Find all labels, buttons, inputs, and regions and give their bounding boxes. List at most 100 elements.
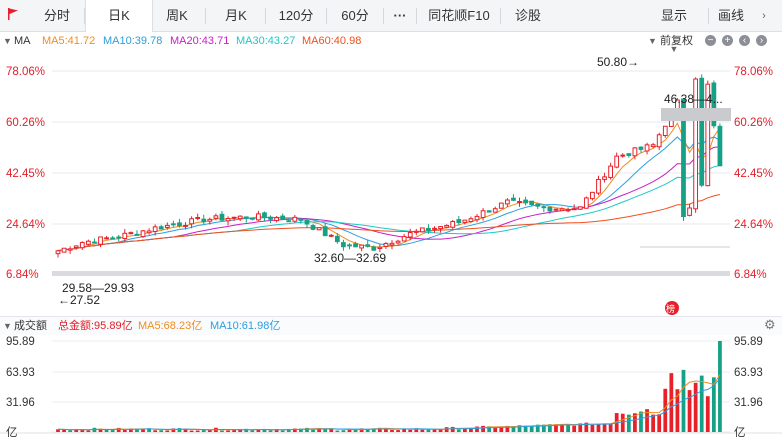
volume-indicator-name: 成交额 xyxy=(14,320,47,332)
volume-bar xyxy=(353,429,358,432)
candle-body xyxy=(116,236,122,239)
volume-bar xyxy=(244,428,249,432)
volume-bar xyxy=(122,429,127,432)
volume-ma10-line xyxy=(57,378,721,431)
price-axis-left-label: 60.26% xyxy=(6,117,45,129)
candle-body xyxy=(468,218,474,222)
ma20-line xyxy=(57,146,720,252)
volume-bar xyxy=(590,424,595,432)
price-axis-left-label: 42.45% xyxy=(6,168,45,180)
volume-bar xyxy=(159,430,164,432)
candle-body xyxy=(79,242,85,249)
volume-bar xyxy=(317,428,322,432)
candle-body xyxy=(292,216,298,222)
diagnose-button[interactable]: 诊股 xyxy=(514,8,541,23)
volume-bar xyxy=(432,429,437,432)
more-periods-button[interactable]: ··· xyxy=(393,8,407,23)
collapse-icon[interactable]: ▼ xyxy=(3,321,12,331)
candle-body xyxy=(407,232,413,238)
volume-bar xyxy=(286,428,291,432)
volume-bar xyxy=(92,427,97,432)
candle-body xyxy=(596,178,601,194)
volume-bar xyxy=(165,430,170,432)
candle-body xyxy=(426,227,431,231)
zoom-out-icon[interactable]: − xyxy=(705,35,716,46)
volume-bar xyxy=(705,396,710,432)
period-toolbar: 分时 日K 周K 月K 120分 60分 ··· 同花顺F10 诊股 显示 ▼ … xyxy=(0,0,782,54)
candle-body xyxy=(322,226,328,237)
tab-intraday[interactable]: 分时 xyxy=(43,8,70,23)
candle-body xyxy=(110,237,116,240)
volume-bar xyxy=(505,425,510,432)
high-annotation: 50.80→ xyxy=(597,55,639,69)
volume-bar xyxy=(141,429,145,432)
display-menu[interactable]: 显示 ▼ xyxy=(656,0,692,54)
tab-60min[interactable]: 60分 xyxy=(341,8,369,23)
candle-body xyxy=(341,242,346,248)
candle-body xyxy=(140,230,146,238)
candle-body xyxy=(92,241,97,244)
candle-body xyxy=(219,213,225,221)
candle-body xyxy=(67,248,73,251)
volume-bar xyxy=(177,428,182,432)
volume-bar xyxy=(359,428,364,432)
display-label: 显示 xyxy=(660,8,687,23)
collapse-icon[interactable]: ▼ xyxy=(3,36,12,46)
adjust-dropdown-icon[interactable]: ▼ xyxy=(648,36,657,46)
volume-bar xyxy=(469,428,473,432)
tab-monthly-k[interactable]: 月K xyxy=(225,8,247,23)
f10-button[interactable]: 同花顺F10 xyxy=(428,8,490,23)
volume-bar xyxy=(311,429,315,432)
price-axis-right-label: 42.45% xyxy=(734,168,773,180)
candle-body xyxy=(711,82,717,127)
draw-line-button[interactable]: 画线 xyxy=(717,8,744,23)
scroll-left-icon[interactable]: ‹ xyxy=(739,35,750,46)
candle-body xyxy=(456,219,462,224)
volume-bar xyxy=(56,429,60,432)
volume-bar xyxy=(529,426,534,432)
volume-axis-right-label: 31.96 xyxy=(734,397,763,409)
tab-daily-k[interactable]: 日K xyxy=(85,0,153,32)
volume-bar xyxy=(511,426,516,432)
zoom-in-icon[interactable]: + xyxy=(722,35,733,46)
volume-bar xyxy=(341,430,346,432)
volume-bar xyxy=(305,427,309,432)
tab-weekly-k[interactable]: 周K xyxy=(166,8,188,23)
candle-body xyxy=(523,199,528,204)
candle-body xyxy=(602,176,607,180)
volume-ma5-value: MA5:68.23亿 xyxy=(138,320,203,332)
volume-bar xyxy=(256,429,261,432)
volume-bar xyxy=(153,430,158,432)
candle-body xyxy=(280,215,286,220)
volume-axis-right-label: 63.93 xyxy=(734,367,763,379)
price-axis-left-label: 24.64% xyxy=(6,219,45,231)
volume-bar xyxy=(207,429,212,432)
volume-bar xyxy=(560,424,564,432)
candle-body xyxy=(498,202,504,209)
volume-bar xyxy=(633,413,637,432)
adjust-mode-label[interactable]: 前复权 xyxy=(660,35,693,47)
tab-120min[interactable]: 120分 xyxy=(278,8,314,23)
volume-bar xyxy=(614,413,619,432)
volume-bar xyxy=(238,428,243,432)
candle-body xyxy=(492,208,498,213)
candle-body xyxy=(128,232,134,235)
volume-bar xyxy=(116,427,121,432)
volume-bar xyxy=(566,424,570,432)
volume-axis-left-label: 95.89 xyxy=(6,336,35,348)
volume-bar xyxy=(535,424,540,432)
candle-body xyxy=(547,206,553,212)
candle-body xyxy=(286,220,292,223)
scroll-right-icon[interactable]: › xyxy=(756,35,767,46)
chevron-right-icon[interactable]: › xyxy=(762,10,766,22)
settings-gear-icon[interactable]: ⚙ xyxy=(764,317,776,332)
volume-bar xyxy=(195,430,200,432)
price-axis-right-label: 6.84% xyxy=(734,269,767,281)
volume-axis-left-label: 亿 xyxy=(6,426,18,437)
price-axis-right-label: 24.64% xyxy=(734,219,773,231)
volume-bar xyxy=(626,414,631,432)
volume-bar xyxy=(517,425,522,432)
volume-bar xyxy=(645,409,649,432)
flag-icon[interactable] xyxy=(6,7,20,21)
range-low-annotation: 29.58—29.93 xyxy=(62,281,134,295)
